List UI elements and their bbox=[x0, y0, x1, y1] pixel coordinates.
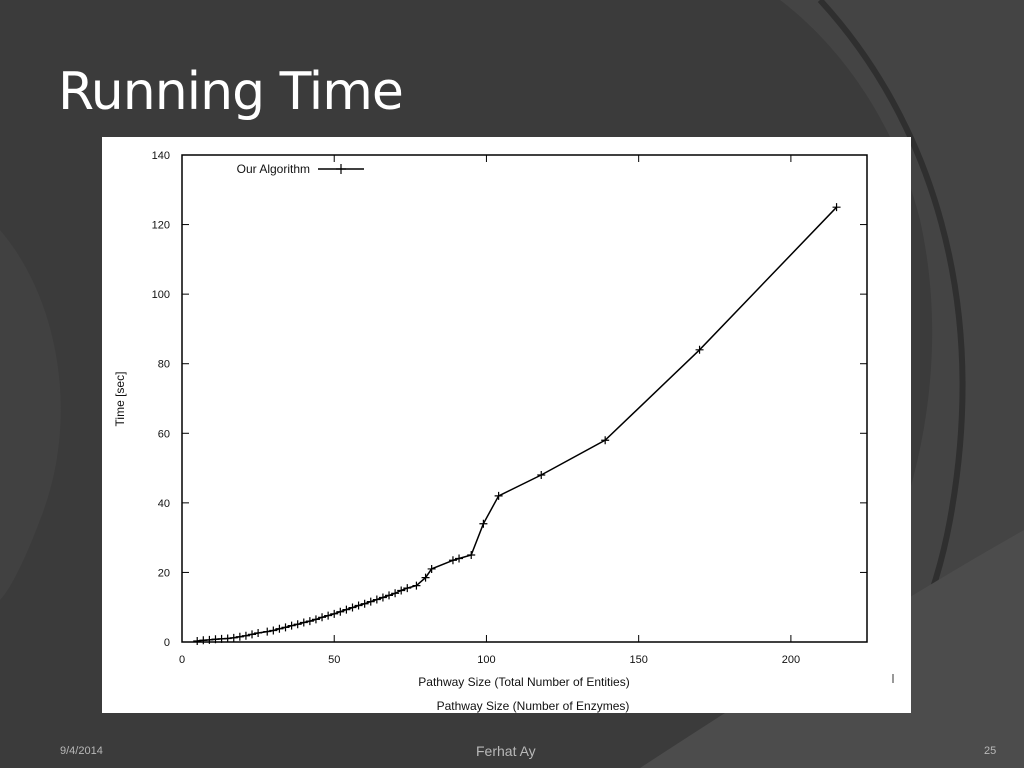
data-point bbox=[293, 620, 302, 629]
page-number: 25 bbox=[984, 745, 997, 757]
y-tick-label: 20 bbox=[158, 567, 170, 579]
data-point bbox=[287, 621, 296, 630]
data-point bbox=[311, 615, 320, 624]
data-point bbox=[391, 589, 400, 598]
data-point bbox=[248, 630, 257, 639]
data-point bbox=[324, 611, 333, 620]
data-point bbox=[263, 627, 272, 636]
data-point bbox=[254, 628, 263, 637]
data-point bbox=[366, 597, 375, 606]
data-point bbox=[205, 635, 214, 644]
data-point bbox=[537, 471, 546, 480]
data-point bbox=[330, 609, 339, 618]
series-line bbox=[197, 206, 838, 642]
plot-frame bbox=[181, 154, 868, 643]
data-point bbox=[427, 564, 436, 573]
data-point bbox=[305, 617, 314, 626]
data-point bbox=[494, 491, 503, 500]
x-tick-label: 150 bbox=[629, 654, 647, 666]
y-axis-label: Time [sec] bbox=[113, 372, 127, 427]
data-point bbox=[299, 618, 308, 627]
data-point bbox=[832, 203, 841, 212]
data-point bbox=[229, 633, 238, 642]
y-tick-label: 140 bbox=[152, 150, 170, 162]
legend: Our Algorithm bbox=[237, 162, 364, 176]
data-point bbox=[467, 551, 476, 560]
data-point bbox=[235, 632, 244, 641]
data-point bbox=[318, 613, 327, 622]
data-point bbox=[360, 599, 369, 608]
data-point bbox=[448, 556, 457, 565]
data-point bbox=[378, 593, 387, 602]
data-point bbox=[275, 624, 284, 633]
x-tick-label: 200 bbox=[782, 654, 800, 666]
data-point bbox=[281, 623, 290, 632]
legend-marker bbox=[336, 164, 346, 174]
x-tick-label: 100 bbox=[477, 654, 495, 666]
x-tick-label: 50 bbox=[328, 654, 340, 666]
y-tick-label: 0 bbox=[164, 637, 170, 649]
x-axis-label-secondary: Pathway Size (Number of Enzymes) bbox=[437, 699, 630, 713]
y-tick-label: 80 bbox=[158, 359, 170, 371]
data-point bbox=[269, 626, 278, 635]
slide-title: Running Time bbox=[58, 62, 404, 122]
y-tick-label: 40 bbox=[158, 498, 170, 510]
data-point bbox=[354, 601, 363, 610]
y-tick-label: 100 bbox=[152, 289, 170, 301]
data-point bbox=[403, 584, 412, 593]
data-point bbox=[223, 634, 232, 643]
footer-author: Ferhat Ay bbox=[476, 743, 536, 759]
data-point bbox=[342, 605, 351, 614]
data-point bbox=[193, 636, 202, 645]
data-point bbox=[421, 573, 430, 582]
y-tick-label: 120 bbox=[152, 220, 170, 232]
x-axis-label: Pathway Size (Total Number of Entities) bbox=[418, 675, 629, 689]
running-time-chart: 0 20 40 60 80 100 120 140 0 50 100 150 200 Time [sec… bbox=[113, 150, 894, 713]
data-point bbox=[455, 554, 464, 563]
data-point bbox=[372, 595, 381, 604]
y-tick-label: 60 bbox=[158, 428, 170, 440]
data-point bbox=[348, 603, 357, 612]
x-tick-label: 0 bbox=[179, 654, 185, 666]
data-point bbox=[412, 581, 421, 590]
data-point bbox=[695, 345, 704, 354]
chart-panel: 0 20 40 60 80 100 120 140 0 50 100 150 200 Time [sec… bbox=[102, 137, 911, 713]
data-point bbox=[601, 436, 610, 445]
data-point bbox=[397, 586, 406, 595]
data-point bbox=[479, 519, 488, 528]
legend-label: Our Algorithm bbox=[237, 162, 310, 176]
footer-date: 9/4/2014 bbox=[60, 745, 103, 757]
data-point bbox=[241, 631, 250, 640]
data-point bbox=[336, 607, 345, 616]
data-point bbox=[385, 591, 394, 600]
